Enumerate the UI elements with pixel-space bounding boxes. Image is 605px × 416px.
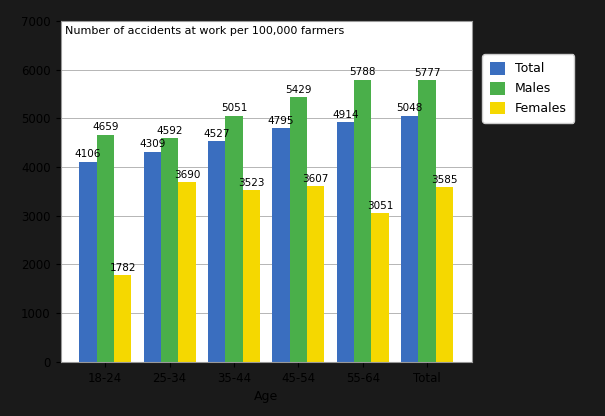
Text: 4309: 4309 [139, 139, 165, 149]
Text: 5777: 5777 [414, 68, 440, 78]
Text: Number of accidents at work per 100,000 farmers: Number of accidents at work per 100,000 … [65, 26, 344, 36]
Bar [290, 97, 307, 362]
Bar [225, 116, 243, 362]
Text: 3523: 3523 [238, 178, 264, 188]
Text: 5788: 5788 [350, 67, 376, 77]
Bar [272, 128, 290, 362]
Bar [161, 138, 178, 362]
Bar [114, 275, 131, 362]
Bar [354, 80, 371, 362]
Text: 5051: 5051 [221, 103, 247, 113]
Bar [97, 135, 114, 362]
Text: 5048: 5048 [396, 104, 423, 114]
Bar [178, 182, 195, 362]
Text: 3607: 3607 [302, 174, 329, 184]
Text: 4527: 4527 [203, 129, 230, 139]
Bar [208, 141, 225, 362]
Text: 4106: 4106 [74, 149, 101, 159]
Bar [307, 186, 324, 362]
Text: 4795: 4795 [268, 116, 294, 126]
Bar [337, 122, 354, 362]
Bar [401, 116, 419, 362]
Text: 1782: 1782 [110, 262, 136, 272]
Text: 3690: 3690 [174, 170, 200, 180]
Bar [143, 152, 161, 362]
Text: 3585: 3585 [431, 175, 458, 185]
Text: 4659: 4659 [92, 122, 119, 132]
Bar [371, 213, 389, 362]
Bar [243, 190, 260, 362]
X-axis label: Age: Age [254, 390, 278, 403]
Bar [419, 80, 436, 362]
Bar [436, 187, 453, 362]
Legend: Total, Males, Females: Total, Males, Females [482, 54, 574, 123]
Text: 4592: 4592 [156, 126, 183, 136]
Text: 5429: 5429 [285, 85, 312, 95]
Text: 3051: 3051 [367, 201, 393, 211]
Bar [79, 162, 97, 362]
Text: 4914: 4914 [332, 110, 359, 120]
